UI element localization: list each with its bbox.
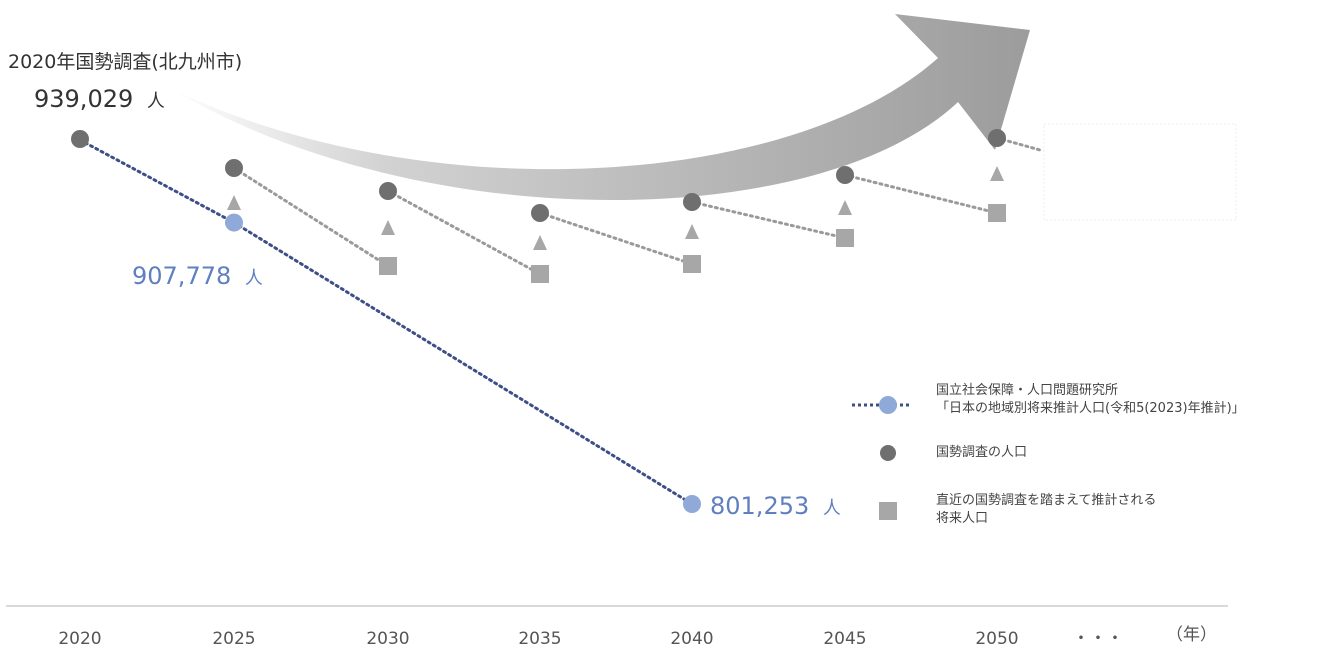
- projection-2025-value: 907,778: [132, 262, 231, 290]
- projection-2025-unit: 人: [245, 268, 263, 289]
- census-point-2045: [836, 166, 854, 184]
- legend-item-census: 国勢調査の人口: [850, 444, 1318, 492]
- legend-item-ipss: 国立社会保障・人口問題研究所 「日本の地域別将来推計人口(令和5(2023)年推…: [850, 382, 1318, 444]
- projected-connector-1: [232, 166, 390, 268]
- x-axis-unit: （年）: [1166, 625, 1217, 645]
- census-point-2040: [683, 193, 701, 211]
- legend-ipss-line1: 国立社会保障・人口問題研究所: [936, 383, 1119, 398]
- census-point-2025: [225, 159, 243, 177]
- ipss-line-segment-1: [232, 221, 694, 506]
- census-point-2030: [379, 182, 397, 200]
- census-value-label: 939,029 人: [34, 85, 165, 113]
- ipss-point-2025: [225, 213, 243, 232]
- census-value: 939,029: [34, 85, 133, 113]
- projection-2040-label: 801,253 人: [710, 492, 841, 520]
- projection-2040-value: 801,253: [710, 492, 809, 520]
- x-tick-2020: 2020: [58, 629, 101, 649]
- chart-marks: [71, 129, 1042, 513]
- legend-census-symbol: [880, 445, 896, 461]
- projected-square-2040: [683, 255, 701, 273]
- legend-item-projected: 直近の国勢調査を踏まえて推計される 将来人口: [850, 492, 1318, 542]
- decrease-triangle-2040: [685, 224, 699, 239]
- placeholder-box: [1043, 123, 1237, 221]
- decrease-triangle-2030: [381, 220, 395, 235]
- legend-projected-line2: 将来人口: [936, 511, 989, 526]
- decrease-triangle-2025: [227, 195, 241, 210]
- ipss-point-2040: [683, 495, 701, 513]
- legend-ipss-line2: 「日本の地域別将来推計人口(令和5(2023)年推計)」: [936, 401, 1245, 416]
- projected-square-2035: [531, 265, 549, 283]
- decrease-triangle-2050: [990, 166, 1004, 181]
- projected-connector-2: [386, 189, 542, 276]
- x-tick-2050: 2050: [975, 629, 1018, 649]
- projection-2025-label: 907,778 人: [132, 262, 263, 290]
- projected-connector-3: [538, 211, 694, 266]
- legend-projected-text: 直近の国勢調査を踏まえて推計される 将来人口: [936, 492, 1156, 528]
- x-tick-2025: 2025: [212, 629, 255, 649]
- legend-ipss-symbol: [852, 396, 910, 414]
- census-point-2020: [71, 130, 89, 148]
- projected-connector-4: [690, 200, 847, 240]
- projected-square-2030: [379, 257, 397, 275]
- census-unit: 人: [147, 91, 165, 112]
- projected-connector-5: [843, 173, 999, 215]
- census-point-2050: [988, 129, 1006, 147]
- legend: 国立社会保障・人口問題研究所 「日本の地域別将来推計人口(令和5(2023)年推…: [850, 382, 1318, 542]
- trend-arrow: [170, 14, 1030, 201]
- projected-square-2050: [988, 204, 1006, 222]
- ipss-line-segment-0: [78, 138, 236, 225]
- legend-projected-line1: 直近の国勢調査を踏まえて推計される: [936, 493, 1157, 508]
- x-axis-ticks: 2020 2025 2030 2035 2040 2045 2050 ・・・: [58, 629, 1123, 649]
- x-tick-2040: 2040: [670, 629, 713, 649]
- decrease-triangle-2035: [533, 235, 547, 250]
- legend-census-text: 国勢調査の人口: [936, 445, 1028, 460]
- projected-square-2045: [836, 229, 854, 247]
- x-tick-2045: 2045: [823, 629, 866, 649]
- x-tick-2030: 2030: [366, 629, 409, 649]
- census-point-2035: [531, 204, 549, 222]
- legend-projected-symbol: [879, 502, 897, 520]
- projection-2040-unit: 人: [823, 498, 841, 519]
- census-title: 2020年国勢調査(北九州市): [8, 51, 242, 73]
- x-tick-ellipsis: ・・・: [1073, 629, 1124, 649]
- legend-ipss-text: 国立社会保障・人口問題研究所 「日本の地域別将来推計人口(令和5(2023)年推…: [936, 382, 1245, 418]
- decrease-triangle-2045: [838, 200, 852, 215]
- x-tick-2035: 2035: [518, 629, 561, 649]
